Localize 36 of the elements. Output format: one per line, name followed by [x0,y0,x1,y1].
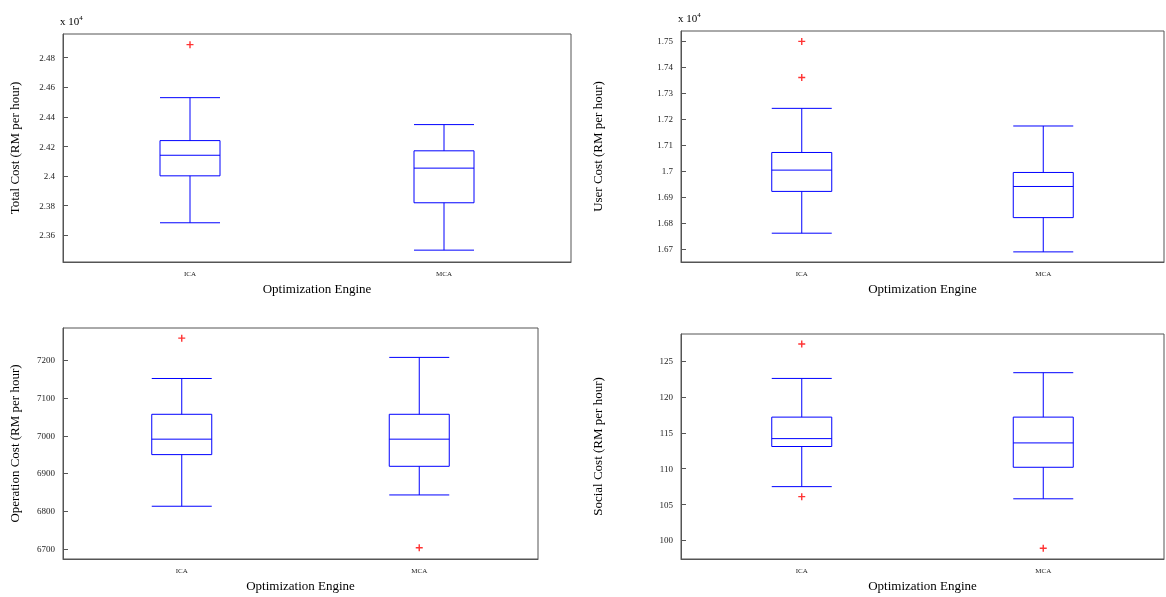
y-tick-label: 2.46 [39,82,56,93]
y-tick-label: 110 [659,463,674,474]
y-tick-label: 2.48 [39,52,56,63]
y-tick-label: 2.4 [43,171,56,182]
y-tick-label: 120 [659,392,674,403]
y-tick-label: 6900 [37,468,56,479]
y-tick-label: 1.71 [657,140,673,151]
y-tick-label: 100 [659,535,674,546]
y-axis-title: Social Cost (RM per hour) [590,377,605,516]
y-tick-label: 1.7 [661,166,674,177]
y-axis-title: Total Cost (RM per hour) [7,81,22,215]
y-tick-label: 1.73 [657,88,674,99]
y-tick-label: 7100 [37,393,56,404]
y-tick-label: 6700 [37,543,56,554]
y-tick-label: 105 [659,499,674,510]
y-tick-label: 1.74 [657,62,674,73]
x-axis-title: Optimization Engine [246,578,356,593]
y-tick-label: 1.68 [657,218,674,229]
y-tick-label: 115 [659,427,674,438]
y-tick-label: 6800 [37,506,56,517]
y-tick-label: 1.75 [657,36,674,47]
y-tick-label: 2.44 [39,111,56,122]
y-tick-label: 1.69 [657,192,674,203]
y-axis-title: User Cost (RM per hour) [590,81,605,212]
x-axis-title: Optimization Engine [868,281,978,296]
y-tick-label: 1.67 [657,244,674,255]
y-tick-label: 7000 [37,430,56,441]
y-tick-label: 7200 [37,355,56,366]
y-tick-label: 2.38 [39,200,56,211]
y-tick-label: 2.36 [39,230,56,241]
y-axis-title: Operation Cost (RM per hour) [7,364,22,523]
y-tick-label: 125 [659,356,674,367]
x-axis-title: Optimization Engine [868,578,978,593]
y-tick-label: 2.42 [39,141,55,152]
x-axis-title: Optimization Engine [262,281,372,296]
y-tick-label: 1.72 [657,114,673,125]
